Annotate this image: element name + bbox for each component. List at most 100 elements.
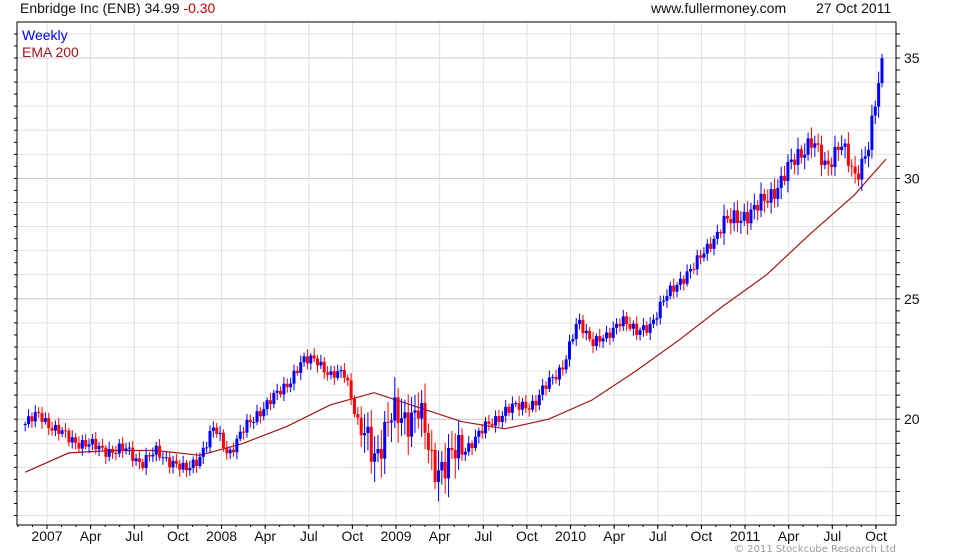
x-tick-label: 2007 (31, 528, 62, 544)
candle-body (342, 370, 346, 378)
candle (413, 394, 417, 433)
candle (235, 435, 239, 460)
candle-body (369, 426, 373, 462)
y-tick-label: 25 (904, 291, 920, 307)
candle-body (221, 432, 225, 449)
candle-body (863, 156, 867, 159)
candle (625, 311, 629, 332)
x-tick-label: Jul (300, 528, 318, 544)
candle (305, 349, 309, 370)
candle-body (725, 215, 729, 219)
site-url[interactable]: www.fullermoney.com (651, 0, 787, 16)
candle (484, 417, 488, 439)
price-change: -0.30 (183, 0, 216, 16)
candle (443, 443, 447, 494)
candle-body (127, 447, 131, 449)
candle-body (326, 372, 330, 375)
candle (137, 451, 141, 470)
candle-body (561, 367, 565, 370)
candle (50, 421, 54, 436)
candle-body (813, 143, 817, 148)
candle (742, 203, 746, 226)
candle (668, 281, 672, 300)
candle-body (400, 418, 404, 423)
candle (480, 423, 484, 439)
candle-body (104, 447, 108, 457)
x-tick-label: 2011 (730, 528, 760, 544)
candle-body (568, 341, 572, 360)
candle (225, 440, 229, 460)
candle-body (793, 159, 797, 165)
candle-body (692, 269, 696, 271)
candle (736, 200, 740, 232)
candle (665, 289, 669, 308)
candle-body (195, 459, 199, 466)
candle (772, 178, 776, 208)
x-tick-label: Jul (474, 528, 492, 544)
candle (104, 445, 108, 464)
candle (604, 325, 608, 343)
x-tick-label: Jul (125, 528, 143, 544)
candle-body (853, 166, 857, 174)
candle-body (265, 400, 269, 410)
y-tick-label: 20 (904, 411, 920, 427)
candle (389, 413, 393, 442)
candle-body (121, 443, 125, 451)
candle-body (386, 421, 390, 423)
candle-body (47, 418, 51, 429)
candle-body (450, 448, 454, 451)
candle (248, 414, 252, 428)
candle (316, 354, 320, 373)
ema-200-line (24, 158, 887, 473)
candle (793, 153, 797, 175)
candle-body (786, 161, 790, 181)
candle-body (262, 409, 266, 417)
candle (786, 154, 790, 193)
candle-body (275, 390, 279, 393)
candle (245, 413, 249, 438)
candle (178, 459, 182, 477)
candle (766, 189, 770, 208)
candle (218, 425, 222, 442)
candle-body (436, 470, 440, 483)
candle-body (84, 440, 88, 447)
candle (621, 309, 625, 331)
candle (275, 383, 279, 401)
candle (588, 327, 592, 342)
candle (23, 421, 27, 432)
candle (638, 327, 642, 341)
candle-body (860, 158, 864, 180)
candle (762, 188, 766, 213)
candle-body (702, 253, 706, 258)
candle (514, 400, 518, 408)
candle (393, 377, 397, 429)
candle-body (803, 154, 807, 158)
candle (373, 436, 377, 482)
candle (37, 407, 41, 418)
candle (645, 321, 649, 337)
candle-body (655, 318, 659, 320)
candle (813, 135, 817, 158)
candle (799, 145, 803, 164)
candle-body (709, 243, 713, 249)
candle-body (742, 211, 746, 221)
candle-body (732, 210, 736, 224)
candle-body (305, 356, 309, 364)
candle-body (359, 417, 363, 436)
candle-body (746, 211, 750, 224)
candle-body (205, 447, 209, 449)
candle-body (789, 159, 793, 162)
candle (615, 318, 619, 335)
candle-body (652, 319, 656, 324)
candle (420, 390, 424, 437)
candle-body (238, 431, 242, 439)
candle-body (218, 432, 222, 434)
candle-body (242, 431, 246, 433)
candle (537, 389, 541, 411)
candle (215, 422, 219, 438)
candle-body (154, 445, 158, 455)
candle-body (30, 416, 34, 422)
candle (131, 441, 135, 467)
candle-body (245, 420, 249, 433)
